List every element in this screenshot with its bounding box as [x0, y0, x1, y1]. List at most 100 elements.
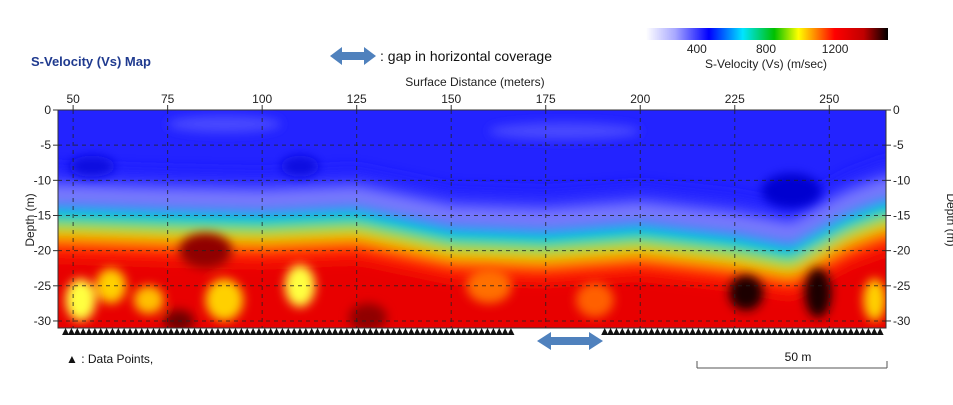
data-point-marker	[331, 328, 339, 335]
velocity-anomaly	[69, 155, 115, 177]
data-point-marker	[700, 328, 708, 335]
data-point-marker	[724, 328, 732, 335]
data-points	[62, 328, 884, 335]
y-tick-label-right: 0	[893, 103, 900, 117]
data-point-marker	[771, 328, 779, 335]
y-axis-ticks: 0 0 -5 -5 -10 -10 -15 -15 -20 -20 -25 -25 -30 -30	[34, 103, 911, 328]
data-point-marker	[325, 328, 333, 335]
data-point-marker	[97, 328, 105, 335]
data-point-marker	[185, 328, 193, 335]
data-point-marker	[636, 328, 644, 335]
data-point-marker	[108, 328, 116, 335]
colorbar-tick-label: 400	[686, 42, 707, 56]
gap-legend: : gap in horizontal coverage	[330, 44, 552, 68]
plot-frame	[57, 109, 887, 329]
data-point-marker	[360, 328, 368, 335]
data-point-marker	[624, 328, 632, 335]
x-tick-label: 150	[441, 92, 461, 106]
x-tick-label: 200	[630, 92, 650, 106]
data-point-marker	[343, 328, 351, 335]
y-tick-label-right: -20	[893, 244, 911, 258]
velocity-anomaly	[729, 275, 764, 311]
y-tick-label-left: -30	[34, 314, 52, 328]
y-tick-label-right: -15	[893, 208, 911, 222]
x-tick-label: 250	[819, 92, 839, 106]
data-point-marker	[460, 328, 468, 335]
data-point-marker	[642, 328, 650, 335]
data-point-marker	[384, 328, 392, 335]
data-point-marker	[161, 328, 169, 335]
data-point-marker	[366, 328, 374, 335]
data-point-marker	[120, 328, 128, 335]
scale-bar	[696, 361, 888, 369]
data-point-marker	[396, 328, 404, 335]
data-point-marker	[753, 328, 761, 335]
data-point-marker	[302, 328, 310, 335]
velocity-anomaly	[349, 303, 387, 328]
data-point-marker	[448, 328, 456, 335]
data-point-marker	[466, 328, 474, 335]
data-point-marker	[349, 328, 357, 335]
data-point-marker	[747, 328, 755, 335]
data-point-marker	[677, 328, 685, 335]
data-point-marker	[378, 328, 386, 335]
grid-lines	[58, 110, 886, 328]
data-points-legend: ▲ : Data Points,	[66, 352, 154, 366]
data-point-marker	[401, 328, 409, 335]
data-point-marker	[812, 328, 820, 335]
data-point-marker	[741, 328, 749, 335]
y-tick-label-left: -10	[34, 173, 52, 187]
data-point-marker	[648, 328, 656, 335]
x-tick-label: 225	[725, 92, 745, 106]
data-point-marker	[612, 328, 620, 335]
data-point-marker	[308, 328, 316, 335]
data-point-marker	[671, 328, 679, 335]
data-point-marker	[718, 328, 726, 335]
data-point-marker	[114, 328, 122, 335]
data-point-marker	[507, 328, 515, 335]
x-axis-ticks: 50 75 100 125 150 175 200 225 250	[66, 92, 840, 110]
y-tick-label-right: -25	[893, 279, 911, 293]
x-tick-label: 125	[347, 92, 367, 106]
velocity-anomaly	[575, 282, 614, 318]
data-point-marker	[712, 328, 720, 335]
data-point-marker	[155, 328, 163, 335]
velocity-anomaly	[466, 268, 512, 304]
data-point-marker	[694, 328, 702, 335]
data-point-marker	[630, 328, 638, 335]
data-point-marker	[243, 328, 251, 335]
data-point-marker	[472, 328, 480, 335]
data-point-marker	[735, 328, 743, 335]
y-tick-label-right: -5	[893, 138, 904, 152]
scale-bar-label: 50 m	[784, 350, 812, 364]
data-point-marker	[273, 328, 281, 335]
data-point-marker	[179, 328, 187, 335]
data-point-marker	[73, 328, 81, 335]
data-point-marker	[835, 328, 843, 335]
data-point-marker	[607, 328, 615, 335]
data-point-marker	[683, 328, 691, 335]
y-tick-label-left: -25	[34, 279, 52, 293]
data-point-marker	[765, 328, 773, 335]
data-point-marker	[237, 328, 245, 335]
data-point-marker	[859, 328, 867, 335]
data-point-marker	[800, 328, 808, 335]
data-point-marker	[173, 328, 181, 335]
velocity-anomaly	[65, 278, 96, 321]
data-point-marker	[132, 328, 140, 335]
data-point-marker	[495, 328, 503, 335]
colorbar-tick-label: 1200	[821, 42, 849, 56]
velocity-anomaly	[489, 122, 641, 140]
y-tick-label-right: -10	[893, 173, 911, 187]
y-tick-label-left: -5	[40, 138, 51, 152]
data-point-marker	[226, 328, 234, 335]
colorbar-ticks: 400 800 1200	[645, 42, 887, 56]
data-point-marker	[337, 328, 345, 335]
data-point-marker	[706, 328, 714, 335]
data-point-marker	[355, 328, 363, 335]
data-point-marker	[782, 328, 790, 335]
data-point-marker	[319, 328, 327, 335]
velocity-anomaly	[761, 173, 822, 209]
velocity-field	[58, 110, 886, 328]
